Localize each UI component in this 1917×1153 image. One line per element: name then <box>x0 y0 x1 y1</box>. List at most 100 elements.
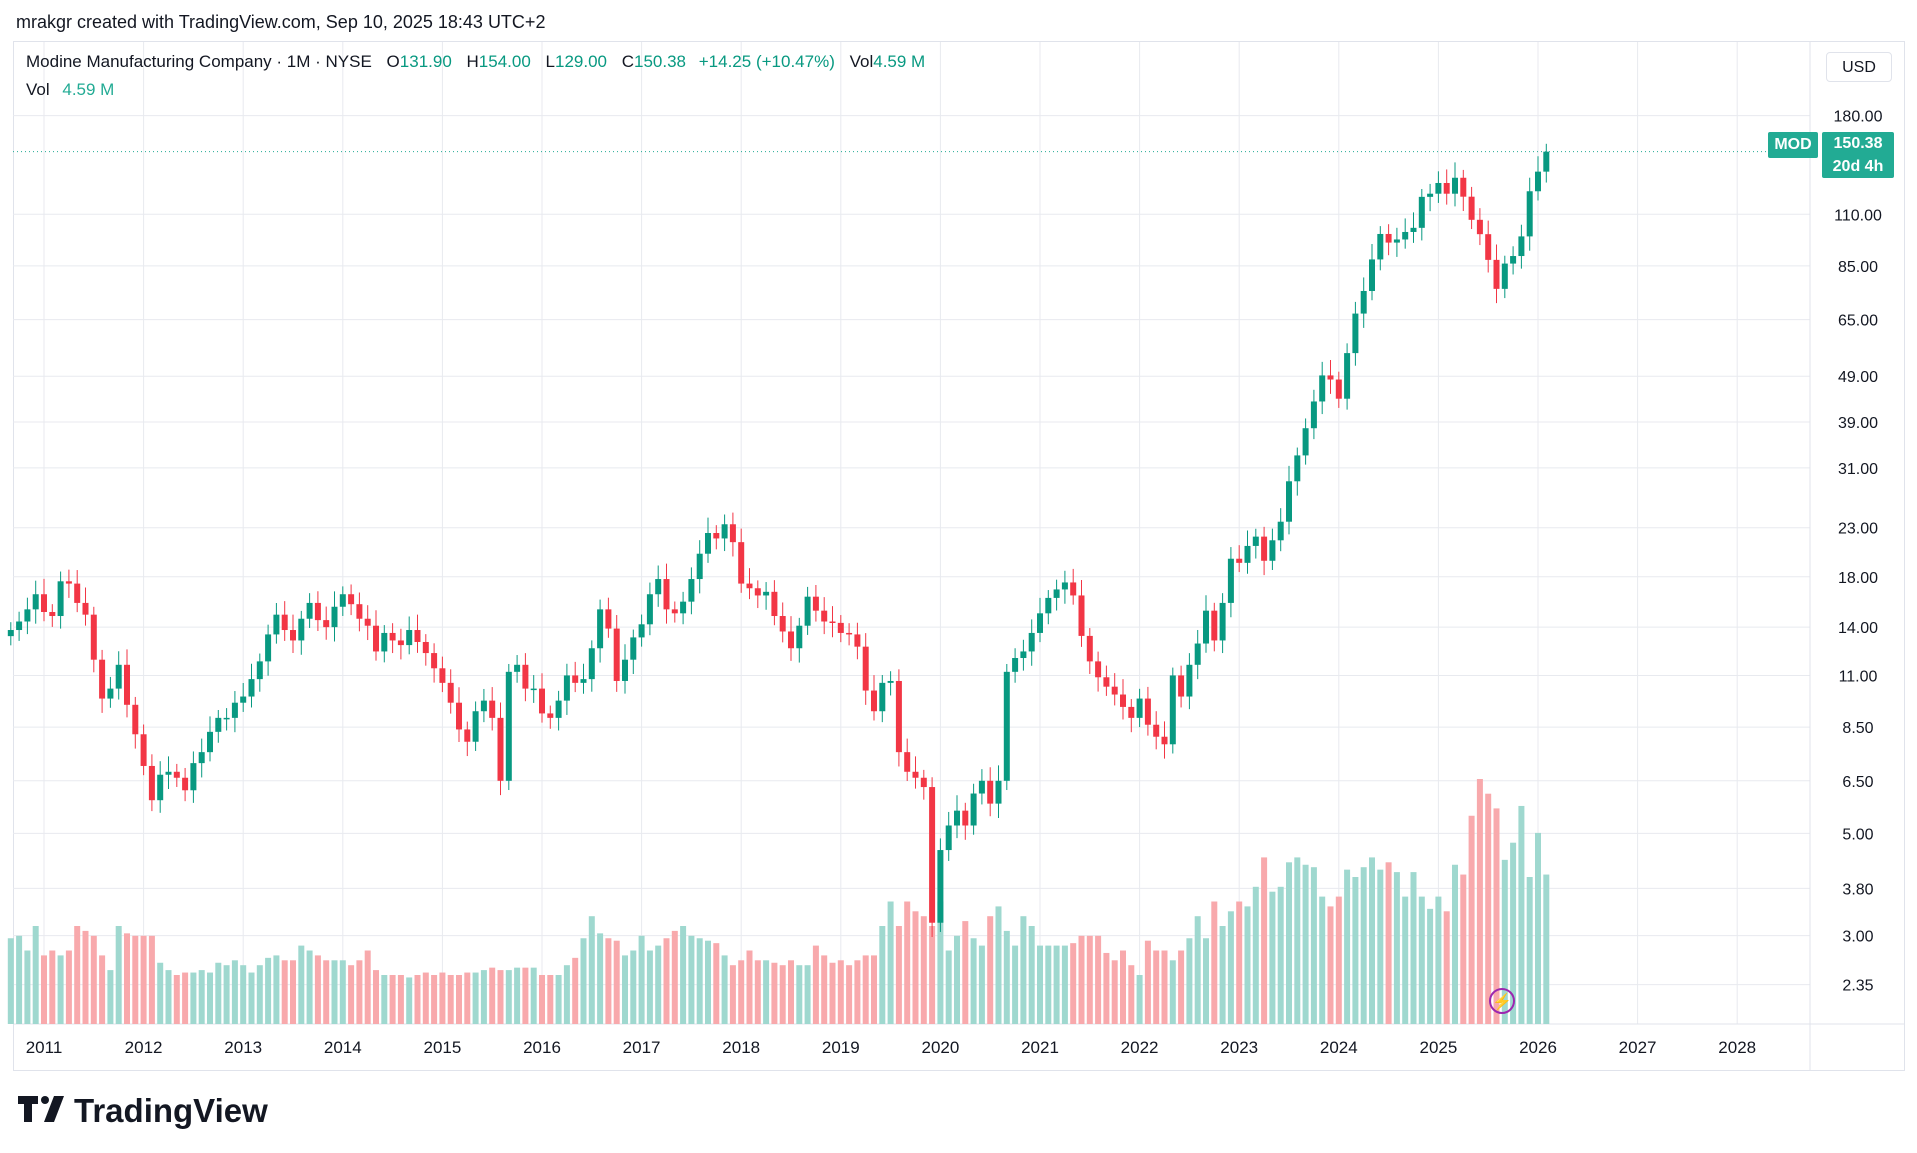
candle-body <box>1385 233 1392 243</box>
volume-bar <box>223 965 230 1024</box>
candle-body <box>422 641 429 654</box>
volume-bar <box>107 970 114 1024</box>
candle-body <box>381 632 388 652</box>
volume-bar <box>1385 862 1392 1024</box>
volume-bar <box>945 950 952 1024</box>
volume-bar <box>331 960 338 1024</box>
volume-bar <box>1327 906 1334 1024</box>
candle-body <box>705 533 711 554</box>
candle-body <box>1510 256 1517 264</box>
volume-bar <box>837 960 844 1024</box>
candle-body <box>970 793 977 826</box>
volume-bar <box>248 972 255 1024</box>
volume-bar <box>273 955 280 1024</box>
candle-body <box>1543 151 1550 172</box>
volume-bar <box>148 935 155 1024</box>
volume-bar <box>871 955 877 1024</box>
volume-bar <box>306 950 313 1024</box>
candle-body <box>1128 706 1135 718</box>
time-tick-label: 2012 <box>125 1038 163 1057</box>
volume-bar <box>1460 874 1467 1024</box>
candle-body <box>779 616 786 632</box>
volume-bar <box>1078 935 1085 1024</box>
volume-bar <box>480 970 487 1024</box>
volume-bar <box>1493 808 1500 1024</box>
candle-body <box>115 664 122 689</box>
volume-bar <box>1144 940 1151 1024</box>
volume-legend-label[interactable]: Vol <box>26 80 50 99</box>
chart-frame <box>13 41 1905 1071</box>
candle-body <box>829 621 836 623</box>
vol-label: Vol <box>849 52 874 71</box>
candle-body <box>1211 610 1218 641</box>
volume-bar <box>713 943 720 1024</box>
volume-bar <box>74 926 81 1024</box>
candle-body <box>1078 595 1085 636</box>
tradingview-logo[interactable]: TradingView <box>18 1092 268 1130</box>
candle-body <box>696 553 703 580</box>
volume-bar <box>57 955 64 1024</box>
low-label: L <box>545 52 555 71</box>
candle-body <box>1178 675 1185 697</box>
candle-body <box>306 602 313 619</box>
candle-body <box>987 780 994 804</box>
candle-body <box>290 630 296 641</box>
volume-bar <box>937 901 944 1024</box>
volume-bar <box>655 945 662 1024</box>
candle-body <box>157 774 164 801</box>
volume-bar <box>630 950 637 1024</box>
volume-bar <box>99 955 106 1024</box>
time-tick-label: 2026 <box>1519 1038 1557 1057</box>
volume-bar <box>995 906 1002 1024</box>
candle-body <box>1053 589 1060 598</box>
volume-bar <box>1476 779 1483 1024</box>
volume-bar <box>1236 901 1243 1024</box>
volume-bar <box>555 975 562 1024</box>
volume-bar <box>1136 975 1143 1024</box>
candle-body <box>879 682 886 712</box>
candle-body <box>231 702 238 718</box>
volume-bar <box>530 967 537 1024</box>
candle-body <box>721 524 728 539</box>
candle-body <box>804 596 811 626</box>
candle-body <box>862 646 869 691</box>
volume-bar <box>1244 906 1251 1024</box>
volume-bar <box>298 945 305 1024</box>
candle-body <box>771 591 778 617</box>
volume-bar <box>1261 857 1268 1024</box>
candle-body <box>198 752 205 764</box>
candle-body <box>1410 227 1417 232</box>
candle-body <box>1219 602 1226 641</box>
volume-bar <box>447 975 454 1024</box>
currency-button[interactable]: USD <box>1826 52 1892 82</box>
lightning-icon[interactable]: ⚡ <box>1489 988 1515 1014</box>
volume-bar <box>563 965 570 1024</box>
time-tick-label: 2014 <box>324 1038 362 1057</box>
candle-body <box>1427 193 1434 197</box>
candle-body <box>1194 643 1201 665</box>
volume-bar <box>1393 872 1400 1024</box>
candle-body <box>1227 558 1234 603</box>
volume-bar <box>887 901 894 1024</box>
candle-body <box>215 717 222 732</box>
candle-body <box>1086 635 1093 662</box>
volume-bar <box>854 960 861 1024</box>
candle-body <box>912 771 919 778</box>
volume-bar <box>1352 877 1359 1024</box>
volume-bar <box>1510 842 1517 1024</box>
volume-bar <box>1294 857 1301 1024</box>
volume-bar <box>1161 950 1168 1024</box>
volume-bar <box>879 926 886 1024</box>
candle-body <box>1095 661 1102 678</box>
bar-countdown: 20d 4h <box>1832 158 1884 175</box>
candle-body <box>962 810 969 826</box>
volume-bar <box>364 950 371 1024</box>
time-tick-label: 2019 <box>822 1038 860 1057</box>
symbol-name[interactable]: Modine Manufacturing Company · 1M · NYSE <box>26 52 372 71</box>
candle-body <box>630 637 637 660</box>
candle-body <box>796 625 803 649</box>
candle-body <box>1020 651 1027 659</box>
volume-bar <box>912 911 919 1024</box>
candle-body <box>514 664 521 672</box>
